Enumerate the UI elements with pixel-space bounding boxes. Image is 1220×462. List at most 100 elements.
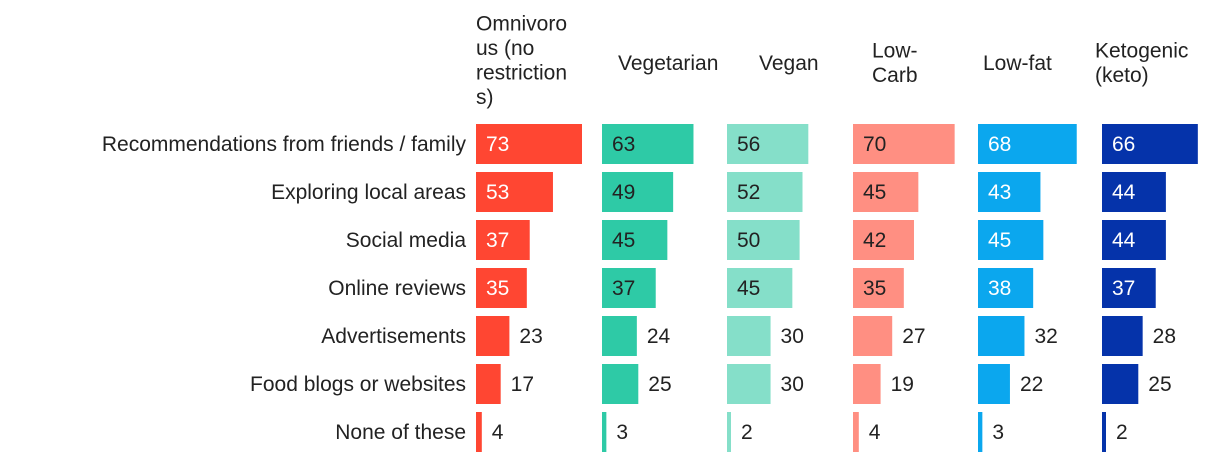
value-label-ketogenic-keto-social-media: 44 <box>1112 229 1136 252</box>
value-label-omnivorous-no-restrictions-none-of-these: 4 <box>492 421 504 444</box>
bar-low-fat-online-reviews <box>978 268 1034 308</box>
bar-vegetarian-none-of-these <box>602 412 607 452</box>
value-label-low-carb-exploring-local-areas: 45 <box>863 181 886 204</box>
category-label-exploring-local-areas: Exploring local areas <box>271 181 466 204</box>
bar-omnivorous-no-restrictions-exploring-local-areas <box>476 172 553 212</box>
bar-vegetarian-food-blogs-or-websites <box>602 364 639 404</box>
bar-low-carb-advertisements <box>853 316 893 356</box>
category-label-online-reviews: Online reviews <box>328 277 466 300</box>
category-label-recommendations-from-friends-family: Recommendations from friends / family <box>102 133 467 156</box>
series-header-ketogenic-keto-line-2: (keto) <box>1095 64 1149 87</box>
bar-vegan-exploring-local-areas <box>727 172 803 212</box>
bar-omnivorous-no-restrictions-advertisements <box>476 316 510 356</box>
bar-vegan-advertisements <box>727 316 771 356</box>
value-label-ketogenic-keto-advertisements: 28 <box>1153 325 1176 348</box>
series-header-low-carb-line-2: Carb <box>872 64 918 87</box>
bar-vegan-recommendations-from-friends-family <box>727 124 809 164</box>
value-label-omnivorous-no-restrictions-food-blogs-or-websites: 17 <box>511 373 534 396</box>
category-label-none-of-these: None of these <box>335 421 466 444</box>
category-label-food-blogs-or-websites: Food blogs or websites <box>250 373 466 396</box>
series-header-vegetarian-line-1: Vegetarian <box>618 52 718 75</box>
bar-low-fat-social-media <box>978 220 1044 260</box>
bar-omnivorous-no-restrictions-none-of-these <box>476 412 482 452</box>
bar-ketogenic-keto-advertisements <box>1102 316 1143 356</box>
value-label-omnivorous-no-restrictions-social-media: 37 <box>486 229 509 252</box>
bar-vegetarian-online-reviews <box>602 268 656 308</box>
bar-low-carb-none-of-these <box>853 412 859 452</box>
value-label-vegan-online-reviews: 45 <box>737 277 760 300</box>
value-label-vegan-advertisements: 30 <box>781 325 804 348</box>
bar-vegan-online-reviews <box>727 268 793 308</box>
bar-low-fat-recommendations-from-friends-family <box>978 124 1077 164</box>
bar-omnivorous-no-restrictions-recommendations-from-friends-family <box>476 124 582 164</box>
value-label-ketogenic-keto-none-of-these: 2 <box>1116 421 1128 444</box>
bar-ketogenic-keto-online-reviews <box>1102 268 1156 308</box>
value-label-low-carb-food-blogs-or-websites: 19 <box>891 373 914 396</box>
bar-ketogenic-keto-recommendations-from-friends-family <box>1102 124 1198 164</box>
value-label-ketogenic-keto-exploring-local-areas: 44 <box>1112 181 1136 204</box>
bar-vegan-food-blogs-or-websites <box>727 364 771 404</box>
value-label-low-carb-social-media: 42 <box>863 229 886 252</box>
category-label-advertisements: Advertisements <box>321 325 466 348</box>
bar-omnivorous-no-restrictions-online-reviews <box>476 268 527 308</box>
value-label-low-fat-none-of-these: 3 <box>992 421 1004 444</box>
value-label-low-fat-social-media: 45 <box>988 229 1011 252</box>
bar-vegetarian-exploring-local-areas <box>602 172 674 212</box>
value-label-ketogenic-keto-food-blogs-or-websites: 25 <box>1148 373 1171 396</box>
value-label-low-carb-online-reviews: 35 <box>863 277 886 300</box>
bar-low-fat-advertisements <box>978 316 1025 356</box>
category-label-social-media: Social media <box>346 229 467 252</box>
value-label-ketogenic-keto-online-reviews: 37 <box>1112 277 1135 300</box>
value-label-low-fat-online-reviews: 38 <box>988 277 1011 300</box>
value-label-low-carb-none-of-these: 4 <box>869 421 881 444</box>
bar-ketogenic-keto-exploring-local-areas <box>1102 172 1166 212</box>
value-label-omnivorous-no-restrictions-recommendations-from-friends-family: 73 <box>486 133 509 156</box>
value-label-vegan-recommendations-from-friends-family: 56 <box>737 133 760 156</box>
series-header-vegan-line-1: Vegan <box>759 52 819 75</box>
value-label-omnivorous-no-restrictions-advertisements: 23 <box>519 325 542 348</box>
bar-low-fat-none-of-these <box>978 412 983 452</box>
bar-ketogenic-keto-food-blogs-or-websites <box>1102 364 1139 404</box>
series-header-omnivorous-no-restrictions-line-3: restriction <box>476 62 567 85</box>
value-label-vegetarian-food-blogs-or-websites: 25 <box>648 373 671 396</box>
bar-omnivorous-no-restrictions-social-media <box>476 220 530 260</box>
value-label-vegetarian-none-of-these: 3 <box>616 421 628 444</box>
bar-low-fat-exploring-local-areas <box>978 172 1041 212</box>
value-label-omnivorous-no-restrictions-exploring-local-areas: 53 <box>486 181 509 204</box>
series-header-ketogenic-keto-line-1: Ketogenic <box>1095 40 1188 63</box>
series-header-omnivorous-no-restrictions-line-4: s) <box>476 86 494 109</box>
bar-vegan-none-of-these <box>727 412 731 452</box>
bar-omnivorous-no-restrictions-food-blogs-or-websites <box>476 364 501 404</box>
bar-low-carb-social-media <box>853 220 914 260</box>
value-label-vegan-food-blogs-or-websites: 30 <box>781 373 804 396</box>
bar-vegetarian-social-media <box>602 220 668 260</box>
series-header-omnivorous-no-restrictions-line-1: Omnivoro <box>476 13 567 36</box>
bar-vegetarian-advertisements <box>602 316 637 356</box>
value-label-low-fat-recommendations-from-friends-family: 68 <box>988 133 1011 156</box>
value-label-omnivorous-no-restrictions-online-reviews: 35 <box>486 277 509 300</box>
bar-low-fat-food-blogs-or-websites <box>978 364 1010 404</box>
value-label-low-carb-advertisements: 27 <box>902 325 925 348</box>
series-header-omnivorous-no-restrictions-line-2: us (no <box>476 37 534 60</box>
bar-low-carb-recommendations-from-friends-family <box>853 124 955 164</box>
bar-low-carb-online-reviews <box>853 268 904 308</box>
value-label-vegan-social-media: 50 <box>737 229 760 252</box>
bar-ketogenic-keto-none-of-these <box>1102 412 1106 452</box>
value-label-low-carb-recommendations-from-friends-family: 70 <box>863 133 886 156</box>
value-label-vegetarian-exploring-local-areas: 49 <box>612 181 635 204</box>
value-label-low-fat-advertisements: 32 <box>1034 325 1057 348</box>
value-label-vegetarian-online-reviews: 37 <box>612 277 635 300</box>
value-label-ketogenic-keto-recommendations-from-friends-family: 66 <box>1112 133 1135 156</box>
series-header-low-carb-line-1: Low- <box>872 40 918 63</box>
bar-vegan-social-media <box>727 220 800 260</box>
value-label-vegan-none-of-these: 2 <box>741 421 753 444</box>
value-label-vegetarian-social-media: 45 <box>612 229 635 252</box>
value-label-low-fat-exploring-local-areas: 43 <box>988 181 1011 204</box>
bar-low-carb-food-blogs-or-websites <box>853 364 881 404</box>
value-label-vegetarian-recommendations-from-friends-family: 63 <box>612 133 635 156</box>
bar-vegetarian-recommendations-from-friends-family <box>602 124 694 164</box>
value-label-vegetarian-advertisements: 24 <box>647 325 671 348</box>
series-header-low-fat-line-1: Low-fat <box>983 52 1052 75</box>
bar-low-carb-exploring-local-areas <box>853 172 919 212</box>
